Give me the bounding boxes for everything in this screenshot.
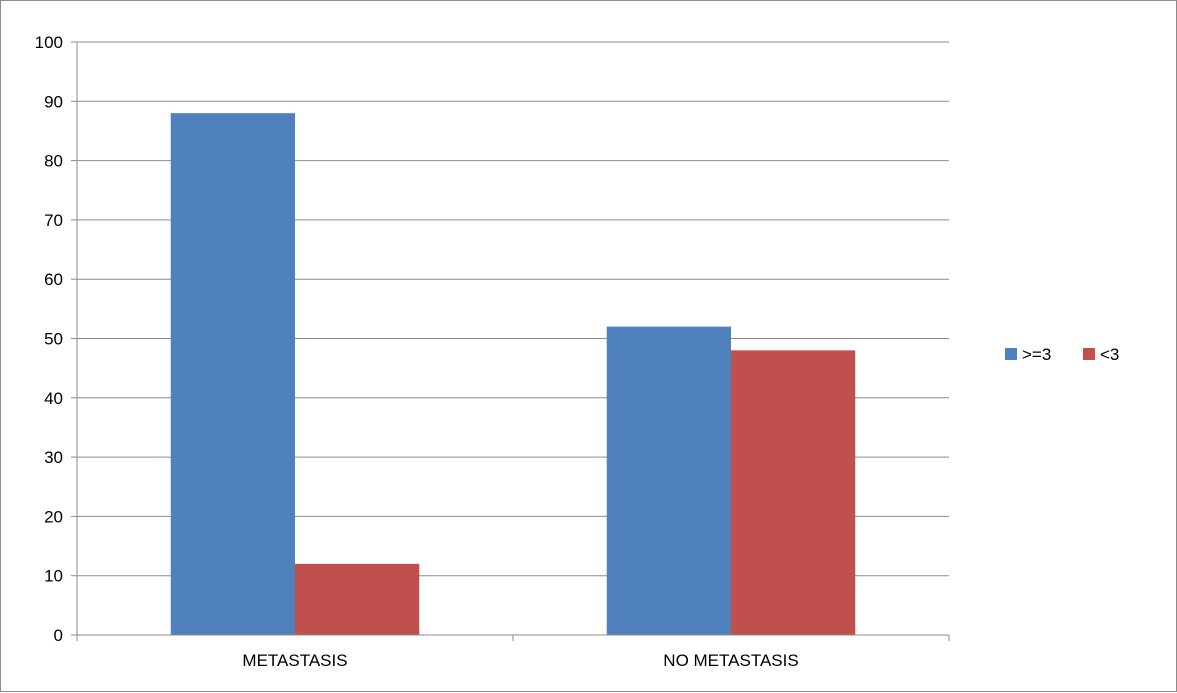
legend-swatch (1083, 348, 1095, 360)
y-tick-label: 0 (54, 626, 63, 645)
bar-no-metastasis-series-2 (731, 350, 856, 635)
legend-label: <3 (1100, 345, 1119, 364)
y-tick-label: 10 (44, 567, 63, 586)
y-tick-label: 80 (44, 152, 63, 171)
y-tick-label: 70 (44, 211, 63, 230)
y-tick-labels: 0 10 20 30 40 50 60 70 80 90 100 (35, 33, 63, 645)
y-tick-label: 20 (44, 507, 63, 526)
category-label: NO METASTASIS (663, 651, 798, 670)
bar-metastasis-series-2 (295, 563, 420, 635)
axes (71, 41, 950, 641)
bar-no-metastasis-series-1 (606, 326, 731, 635)
legend: >=3 <3 (1005, 345, 1119, 364)
y-tick-label: 50 (44, 330, 63, 349)
legend-swatch (1005, 348, 1017, 360)
y-tick-label: 90 (44, 92, 63, 111)
y-tick-label: 100 (35, 33, 63, 52)
bars (170, 113, 856, 635)
legend-label: >=3 (1022, 345, 1051, 364)
bar-metastasis-series-1 (170, 113, 295, 635)
category-label: METASTASIS (242, 651, 347, 670)
y-tick-label: 60 (44, 270, 63, 289)
y-tick-label: 40 (44, 389, 63, 408)
y-tick-label: 30 (44, 448, 63, 467)
category-labels: METASTASIS NO METASTASIS (242, 651, 798, 670)
